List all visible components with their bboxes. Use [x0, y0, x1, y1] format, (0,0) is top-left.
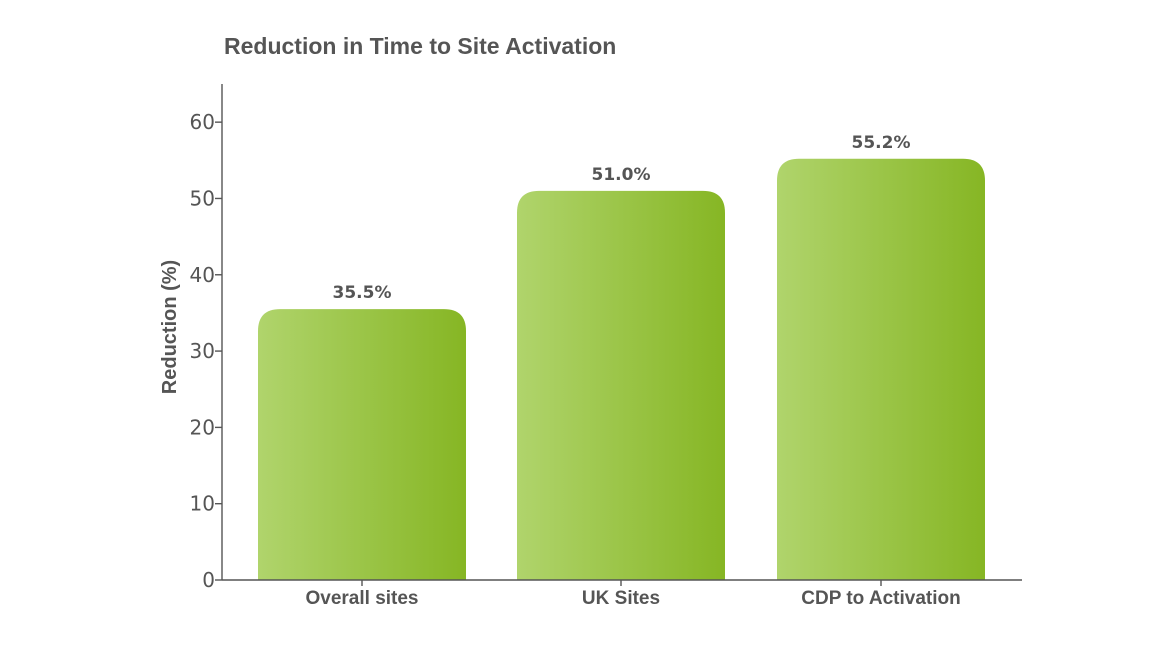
y-tick-label: 20: [190, 415, 215, 439]
y-axis-label: Reduction (%): [159, 260, 181, 394]
y-tick-label: 40: [190, 263, 215, 287]
y-tick-label: 0: [202, 568, 215, 592]
data-label-2: 51.0%: [592, 165, 651, 185]
bar-2: [517, 190, 725, 581]
data-labels-layer: 35.5% 51.0% 55.2%: [333, 133, 911, 303]
y-tick-label: 30: [190, 339, 215, 363]
y-tick-label: 60: [190, 110, 215, 134]
x-axis: Overall sites UK Sites CDP to Activation: [222, 579, 1022, 609]
bars-layer: [258, 158, 985, 581]
chart-title: Reduction in Time to Site Activation: [224, 33, 616, 59]
x-tick-label: CDP to Activation: [801, 588, 960, 609]
y-tick-label: 10: [190, 492, 215, 516]
y-axis: 0 10 20 30 40 50 60: [190, 84, 223, 592]
data-label-3: 55.2%: [852, 133, 911, 153]
x-tick-label: Overall sites: [305, 588, 418, 609]
data-label-1: 35.5%: [333, 283, 392, 303]
bar-1: [258, 309, 466, 580]
x-tick-label: UK Sites: [582, 588, 660, 609]
y-tick-label: 50: [190, 186, 215, 210]
bar-3: [777, 158, 985, 580]
